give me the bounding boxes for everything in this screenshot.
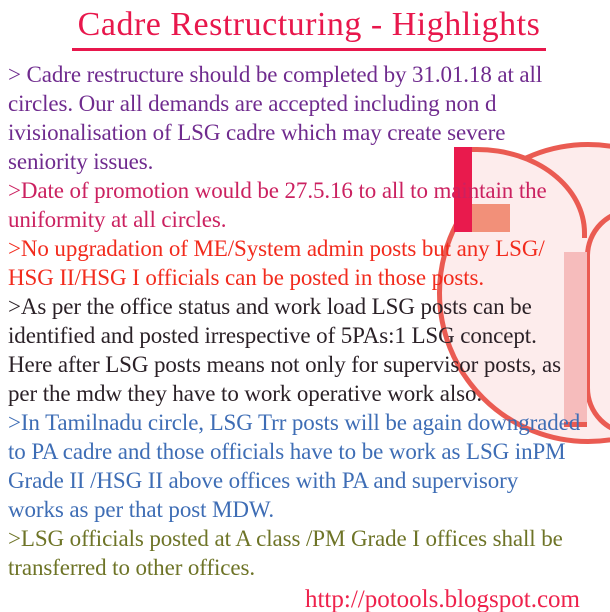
highlight-paragraph: >As per the office status and work load … <box>8 294 561 407</box>
highlight-paragraph: >In Tamilnadu circle, LSG Trr posts will… <box>8 410 581 523</box>
blog-url-link[interactable]: http://potools.blogspot.com <box>304 586 580 612</box>
highlight-paragraph: >LSG officials posted at A class /PM Gra… <box>8 526 563 581</box>
highlight-paragraph: >No upgradation of ME/System admin posts… <box>8 236 545 291</box>
highlight-paragraph: >Date of promotion would be 27.5.16 to a… <box>8 178 547 233</box>
watermark-inner-bar-icon <box>564 252 587 427</box>
footer: http://potools.blogspot.com <box>8 585 610 612</box>
highlights-list: > Cadre restructure should be completed … <box>8 60 610 582</box>
watermark-p-arm-icon <box>472 204 510 232</box>
page-title: Cadre Restructuring - Highlights <box>71 6 547 52</box>
title-wrap: Cadre Restructuring - Highlights <box>8 6 610 52</box>
highlight-paragraph: > Cadre restructure should be completed … <box>8 62 543 175</box>
watermark-p-stem-icon <box>454 147 472 232</box>
